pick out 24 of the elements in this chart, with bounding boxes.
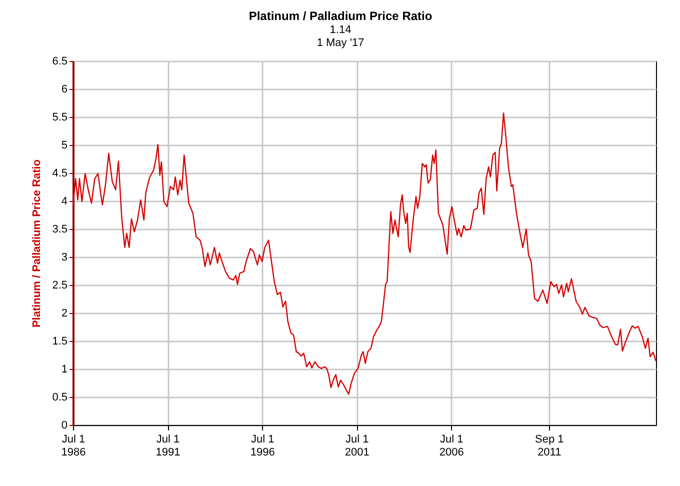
y-tick-label: 1 — [61, 364, 68, 376]
chart-subtitle: 1.14 1 May '17 — [316, 24, 364, 49]
x-tick-label: Jul 1 2006 — [439, 434, 464, 458]
y-tick-label: 0 — [61, 420, 68, 432]
y-tick-label: 5 — [61, 140, 68, 152]
y-tick-label: 4 — [61, 196, 68, 208]
y-tick-label: 5.5 — [52, 112, 68, 124]
y-tick-label: 2.5 — [52, 280, 68, 292]
line-series — [72, 112, 657, 395]
x-tick-label: Jul 1 2001 — [344, 434, 370, 458]
y-tick-label: 3.5 — [52, 224, 68, 236]
x-tick-label: Jul 1 1991 — [156, 434, 180, 458]
chart-title: Platinum / Palladium Price Ratio — [248, 9, 432, 23]
y-tick-label: 3 — [61, 252, 68, 264]
x-tick-label: Sep 1 2011 — [535, 434, 564, 458]
y-axis-title: Platinum / Palladium Price Ratio — [31, 159, 44, 328]
y-tick-label: 4.5 — [52, 168, 68, 180]
x-tick-label: Jul 1 1986 — [61, 434, 86, 458]
y-tick-label: 6.5 — [52, 56, 68, 68]
x-tick-label: Jul 1 1996 — [250, 434, 275, 458]
y-tick-label: 6 — [61, 84, 68, 96]
y-tick-label: 2 — [61, 308, 68, 320]
y-tick-label: 0.5 — [52, 392, 68, 404]
y-tick-label: 1.5 — [52, 336, 68, 348]
